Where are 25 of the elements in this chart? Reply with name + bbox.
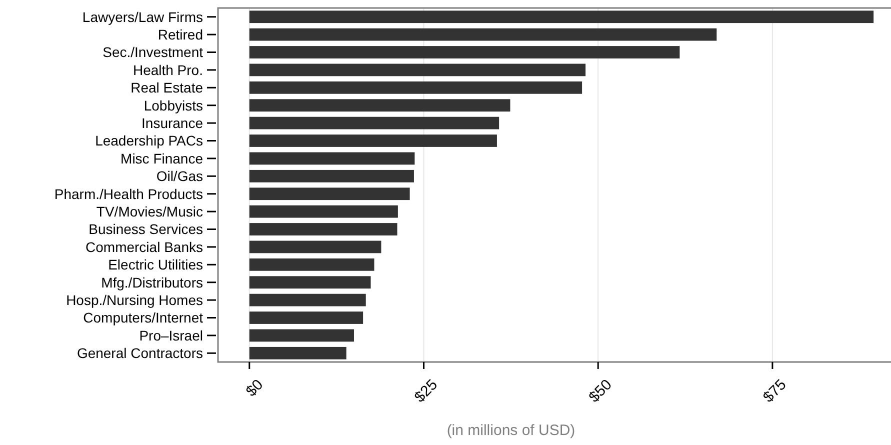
y-tick-label: Lawyers/Law Firms <box>82 8 203 25</box>
y-tick-label: Oil/Gas <box>156 168 203 184</box>
y-tick-label: TV/Movies/Music <box>96 203 203 220</box>
y-tick-label: Insurance <box>142 114 204 131</box>
x-tick-label: $75 <box>760 376 790 406</box>
y-tick-label: Sec./Investment <box>102 44 204 60</box>
y-tick-label: Business Services <box>88 221 203 238</box>
y-tick-label: Lobbyists <box>144 97 203 114</box>
y-tick-label: Hosp./Nursing Homes <box>66 292 203 308</box>
y-tick-label: Leadership PACs <box>95 132 203 149</box>
y-tick-label: Pharm./Health Products <box>54 186 203 202</box>
x-tick-label: $25 <box>411 376 441 406</box>
y-tick-label: Electric Utilities <box>108 256 203 273</box>
y-tick-label: Computers/Internet <box>83 310 204 326</box>
x-axis-title: (in millions of USD) <box>446 422 576 439</box>
x-tick-label: $50 <box>586 376 616 406</box>
y-tick-label: Real Estate <box>130 80 204 96</box>
y-tick-label: General Contractors <box>76 345 203 362</box>
y-tick-label: Commercial Banks <box>86 238 203 255</box>
y-tick-label: Health Pro. <box>132 62 203 78</box>
y-tick-label: Misc Finance <box>120 150 204 166</box>
x-tick-label: $0 <box>242 376 267 400</box>
y-tick-label: Pro–Israel <box>139 327 203 344</box>
y-tick-label: Retired <box>158 26 203 42</box>
y-tick-label: Mfg./Distributors <box>101 274 203 290</box>
